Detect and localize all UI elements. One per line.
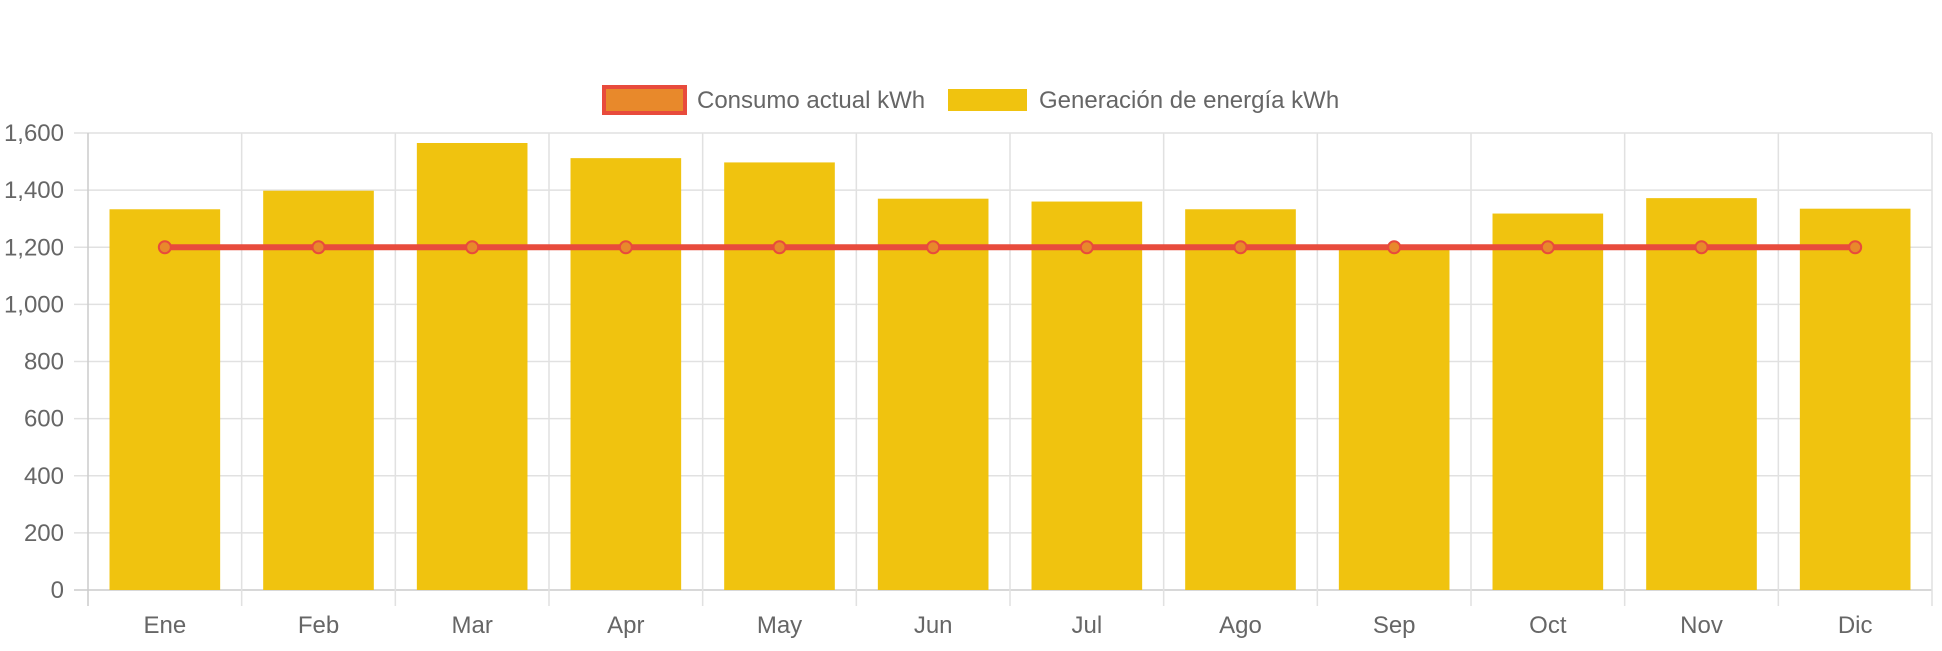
x-tick-label-may: May	[757, 612, 802, 639]
y-tick-label: 1,400	[4, 177, 64, 204]
bar-ago	[1185, 209, 1296, 590]
bar-may	[724, 162, 835, 590]
x-tick-label-jul: Jul	[1071, 612, 1102, 639]
x-tick-label-mar: Mar	[451, 612, 492, 639]
legend-swatch-consumo	[602, 85, 687, 115]
bar-dic	[1799, 208, 1911, 591]
y-axis: 0 200 400 600 800 1,000 1,200 1,400 1,600	[4, 120, 64, 604]
x-tick-label-feb: Feb	[298, 612, 339, 639]
line-point-ene	[157, 240, 172, 255]
line-point-jul	[1079, 240, 1094, 255]
bar-feb	[263, 190, 374, 591]
line-point-ago	[1233, 240, 1248, 255]
x-tick-label-ene: Ene	[143, 612, 186, 639]
line-point-mar	[465, 240, 480, 255]
bar-sep	[1338, 247, 1450, 590]
bar-jun	[877, 198, 989, 590]
x-tick-label-dic: Dic	[1838, 612, 1873, 639]
legend-item-consumo[interactable]: Consumo actual kWh	[602, 85, 925, 115]
x-tick-label-oct: Oct	[1529, 612, 1567, 639]
legend-item-generacion[interactable]: Generación de energía kWh	[948, 87, 1339, 114]
line-point-apr	[618, 240, 633, 255]
line-point-sep	[1387, 240, 1402, 255]
y-tick-label: 800	[24, 349, 64, 376]
line-series-consumo	[157, 240, 1863, 255]
x-tick-label-sep: Sep	[1373, 612, 1416, 639]
line-point-feb	[311, 240, 326, 255]
line-point-nov	[1694, 240, 1709, 255]
x-tick-label-nov: Nov	[1680, 612, 1723, 639]
y-tick-label: 200	[24, 520, 64, 547]
bar-oct	[1492, 213, 1604, 590]
bar-ene	[109, 209, 221, 590]
y-tick-label: 1,000	[4, 291, 64, 318]
legend-swatch-generacion	[948, 89, 1027, 111]
bar-jul	[1031, 201, 1143, 591]
legend-label-generacion: Generación de energía kWh	[1039, 87, 1339, 114]
line-point-may	[772, 240, 787, 255]
x-axis: Ene Feb Mar Apr May Jun Jul Ago Sep Oct Nov Dic	[143, 612, 1872, 639]
y-tick-label: 0	[51, 577, 64, 604]
legend: Consumo actual kWh Generación de energía…	[602, 85, 1339, 115]
line-point-jun	[926, 240, 941, 255]
y-tick-label: 1,200	[4, 234, 64, 261]
legend-label-consumo: Consumo actual kWh	[697, 87, 925, 114]
bar-apr	[570, 158, 682, 590]
bar-nov	[1646, 198, 1757, 590]
x-tick-label-ago: Ago	[1219, 612, 1262, 639]
x-tick-label-apr: Apr	[607, 612, 644, 639]
line-point-oct	[1540, 240, 1555, 255]
x-tick-label-jun: Jun	[914, 612, 953, 639]
y-tick-label: 400	[24, 463, 64, 490]
line-point-dic	[1848, 240, 1863, 255]
bar-mar	[416, 142, 528, 590]
y-tick-label: 600	[24, 406, 64, 433]
grid	[74, 132, 1933, 606]
bar-series-generacion	[109, 142, 1911, 591]
y-tick-label: 1,600	[4, 120, 64, 147]
